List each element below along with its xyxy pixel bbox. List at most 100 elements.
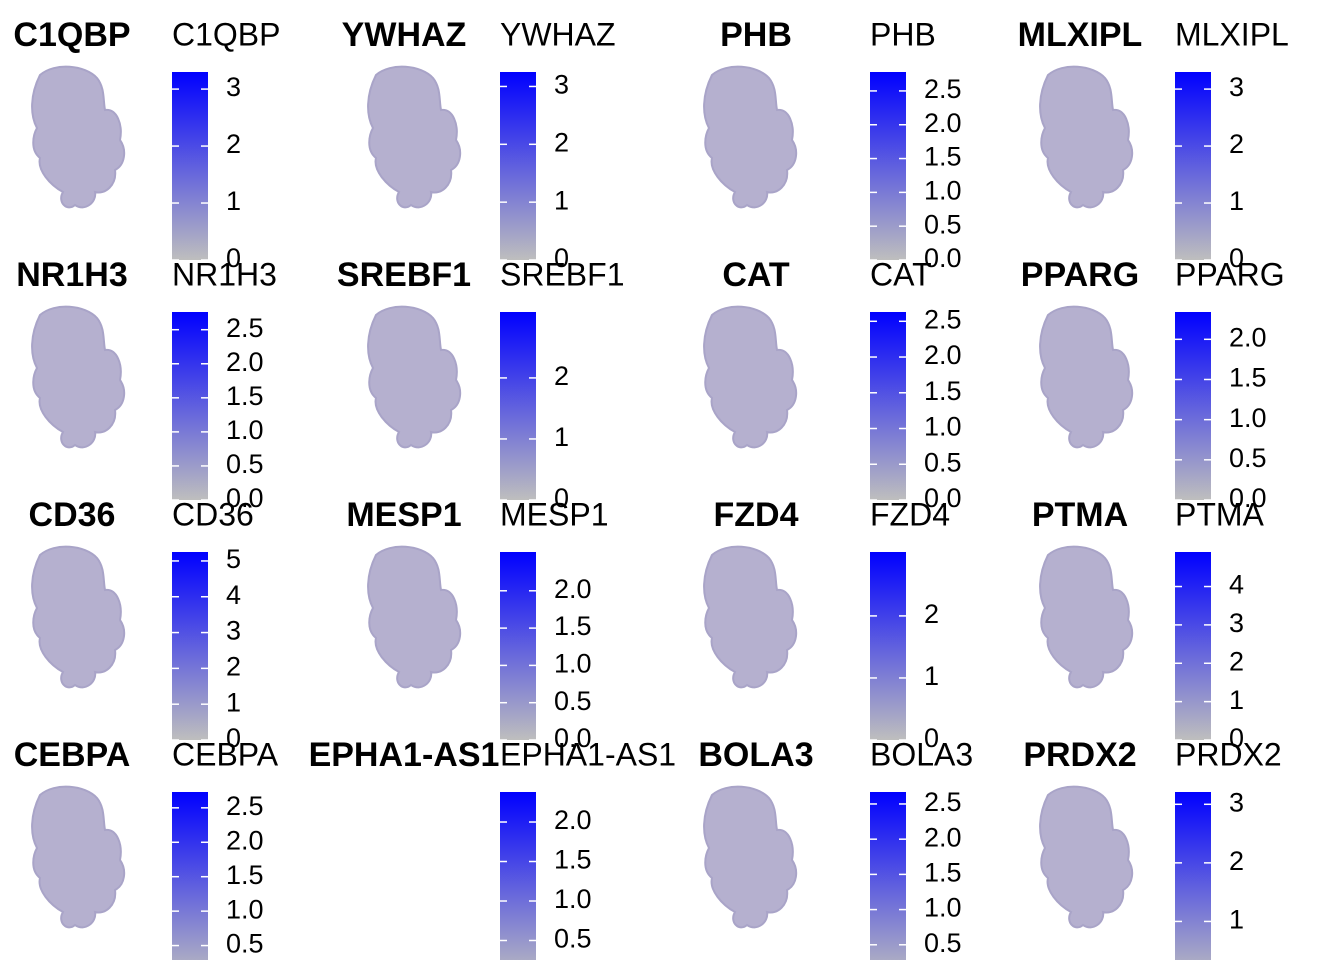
colorbar-tick-label: 0.5 <box>226 929 264 959</box>
colorbar-tick-label: 1.5 <box>226 860 264 890</box>
legend-title: YWHAZ <box>500 16 616 52</box>
colorbar <box>500 552 536 740</box>
embedding <box>31 65 126 209</box>
colorbar <box>500 72 536 260</box>
colorbar-tick-label: 0.5 <box>554 686 592 716</box>
colorbar-tick-label: 4 <box>226 580 241 610</box>
colorbar-tick-label: 1 <box>226 687 241 717</box>
embedding <box>1039 65 1134 209</box>
colorbar-tick-label: 0 <box>1229 723 1244 753</box>
colorbar-tick-label: 0.0 <box>226 483 264 513</box>
embedding <box>703 65 798 209</box>
colorbar-tick-label: 2.5 <box>924 304 962 334</box>
colorbar-tick-label: 2 <box>1229 846 1244 876</box>
colorbar-tick-label: 0 <box>226 243 241 273</box>
colorbar-tick-label: 1 <box>924 661 939 691</box>
colorbar-tick-label: 2 <box>1229 646 1244 676</box>
panel-title: EPHA1-AS1 <box>309 736 500 774</box>
colorbar <box>172 552 208 740</box>
colorbar-tick-label: 1.0 <box>226 894 264 924</box>
panel: NR1H3 NR1H3 0.0 0.5 1.0 1.5 2.0 2.5 <box>16 256 277 513</box>
colorbar-tick-label: 0.5 <box>924 209 962 239</box>
colorbar-tick-label: 3 <box>226 72 241 102</box>
colorbar-tick-label: 1 <box>554 185 569 215</box>
panel: MESP1 MESP1 0.0 0.5 1.0 1.5 2.0 <box>346 496 608 753</box>
panel: EPHA1-AS1 EPHA1-AS1 0.5 1.0 1.5 2.0 <box>309 736 676 960</box>
panel-title: CD36 <box>29 496 116 534</box>
panel: FZD4 FZD4 0 1 2 <box>703 496 950 753</box>
legend-title: MLXIPL <box>1175 16 1289 52</box>
legend-title: PHB <box>870 16 936 52</box>
colorbar-tick-label: 0.0 <box>1229 483 1267 513</box>
colorbar-tick-label: 1.5 <box>226 381 264 411</box>
colorbar-tick-label: 1.0 <box>1229 403 1267 433</box>
colorbar-tick-label: 3 <box>1229 72 1244 102</box>
colorbar-tick-label: 0.5 <box>924 447 962 477</box>
colorbar <box>172 72 208 260</box>
panel-title: CEBPA <box>14 736 131 774</box>
panel: SREBF1 SREBF1 0 1 2 <box>337 256 625 513</box>
panel: YWHAZ YWHAZ 0 1 2 3 <box>342 16 616 273</box>
legend-title: CD36 <box>172 496 254 532</box>
colorbar-tick-label: 0 <box>554 483 569 513</box>
colorbar-tick-label: 2 <box>924 599 939 629</box>
colorbar-tick-label: 2.5 <box>924 74 962 104</box>
panel: PTMA PTMA 0 1 2 3 4 <box>1032 496 1265 753</box>
embedding <box>367 305 462 449</box>
colorbar-tick-label: 1.5 <box>554 611 592 641</box>
colorbar-tick-label: 0 <box>226 723 241 753</box>
colorbar <box>1175 312 1211 500</box>
colorbar-tick-label: 1.5 <box>1229 363 1267 393</box>
colorbar <box>1175 72 1211 260</box>
colorbar <box>1175 792 1211 960</box>
panel-title: SREBF1 <box>337 256 471 294</box>
panel: CAT CAT 0.0 0.5 1.0 1.5 2.0 2.5 <box>703 256 962 513</box>
panel: CEBPA CEBPA 0.5 1.0 1.5 2.0 2.5 <box>14 736 279 960</box>
colorbar-tick-label: 1.5 <box>924 376 962 406</box>
embedding <box>31 785 126 929</box>
panel-title: NR1H3 <box>16 256 127 294</box>
colorbar-tick-label: 3 <box>554 70 569 100</box>
colorbar-tick-label: 2.0 <box>226 347 264 377</box>
panel: PRDX2 PRDX2 1 2 3 <box>1023 736 1282 960</box>
legend-title: EPHA1-AS1 <box>500 736 676 772</box>
colorbar-tick-label: 2.0 <box>924 822 962 852</box>
legend-title: FZD4 <box>870 496 950 532</box>
colorbar-tick-label: 5 <box>226 544 241 574</box>
panel: MLXIPL MLXIPL 0 1 2 3 <box>1018 16 1289 273</box>
panel: BOLA3 BOLA3 0.5 1.0 1.5 2.0 2.5 <box>698 736 973 960</box>
colorbar-tick-label: 1 <box>226 186 241 216</box>
legend-title: PTMA <box>1175 496 1265 532</box>
embedding <box>703 785 798 929</box>
embedding <box>703 545 798 689</box>
colorbar-tick-label: 2.5 <box>226 791 264 821</box>
colorbar-tick-label: 1 <box>1229 905 1244 935</box>
colorbar-tick-label: 2.0 <box>226 825 264 855</box>
colorbar-tick-label: 1.5 <box>554 845 592 875</box>
panel: PPARG PPARG 0.0 0.5 1.0 1.5 2.0 <box>1021 256 1285 513</box>
colorbar <box>870 312 906 500</box>
colorbar-tick-label: 2.0 <box>924 340 962 370</box>
colorbar-tick-label: 0.0 <box>924 243 962 273</box>
colorbar-tick-label: 0 <box>554 243 569 273</box>
legend-title: NR1H3 <box>172 256 277 292</box>
legend-title: CEBPA <box>172 736 279 772</box>
legend-title: BOLA3 <box>870 736 973 772</box>
embedding <box>31 305 126 449</box>
colorbar-tick-label: 1 <box>1229 186 1244 216</box>
colorbar <box>500 792 536 960</box>
legend-title: SREBF1 <box>500 256 624 292</box>
legend-title: PPARG <box>1175 256 1285 292</box>
panel-title: BOLA3 <box>698 736 813 774</box>
colorbar-tick-label: 4 <box>1229 570 1244 600</box>
colorbar-tick-label: 2.0 <box>924 108 962 138</box>
colorbar-tick-label: 0.5 <box>1229 443 1267 473</box>
colorbar-tick-label: 1.0 <box>554 649 592 679</box>
colorbar <box>870 72 906 260</box>
colorbar <box>870 792 906 960</box>
colorbar <box>172 312 208 500</box>
colorbar-tick-label: 1.5 <box>924 858 962 888</box>
colorbar-tick-label: 1.5 <box>924 142 962 172</box>
colorbar-tick-label: 2 <box>1229 129 1244 159</box>
panel-title: CAT <box>722 256 790 294</box>
